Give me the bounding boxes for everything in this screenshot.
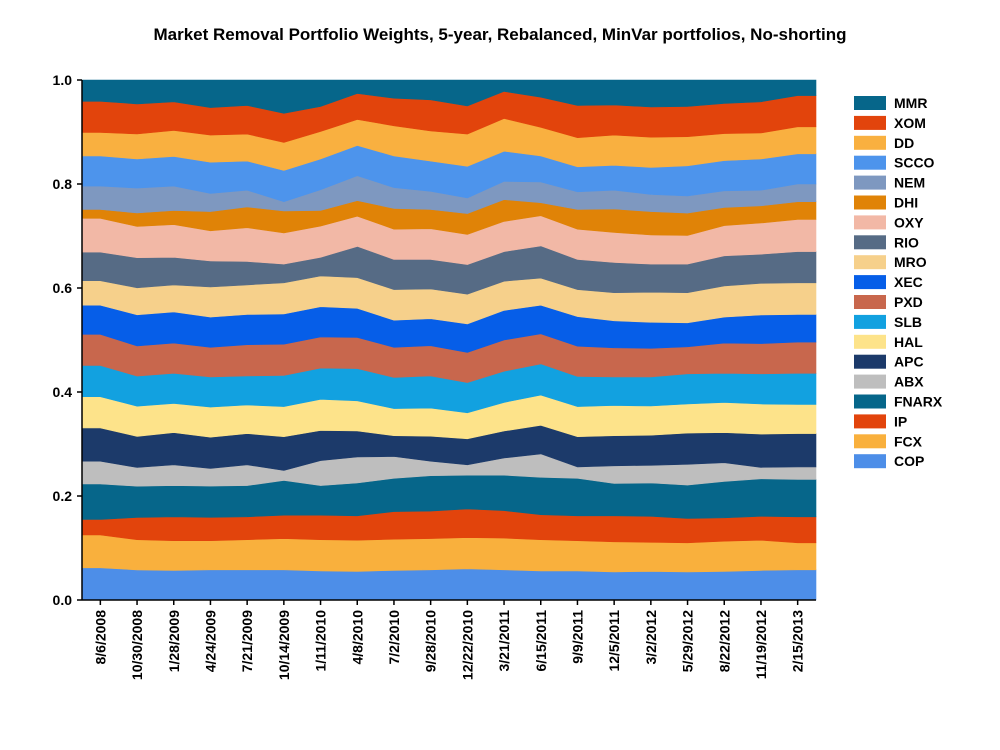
x-tick-label: 9/9/2011	[569, 610, 585, 664]
legend-swatch-oxy	[854, 215, 886, 230]
legend-label-dhi: DHI	[894, 195, 918, 211]
area-mmr	[81, 79, 817, 114]
axes	[77, 79, 816, 605]
legend-swatch-dd	[854, 135, 886, 150]
legend-label-nem: NEM	[894, 175, 925, 191]
legend-label-abx: ABX	[894, 374, 924, 390]
x-tick-label: 5/29/2012	[680, 610, 696, 672]
legend-label-dd: DD	[894, 135, 914, 151]
legend-swatch-slb	[854, 314, 886, 329]
legend-label-xom: XOM	[894, 115, 926, 131]
legend-label-mmr: MMR	[894, 95, 927, 111]
legend-label-hal: HAL	[894, 334, 923, 350]
legend-swatch-ip	[854, 414, 886, 429]
legend-swatch-rio	[854, 235, 886, 250]
legend-label-apc: APC	[894, 354, 924, 370]
legend-swatch-fnarx	[854, 394, 886, 409]
legend-swatch-scco	[854, 155, 886, 170]
x-tick-labels: 8/6/2008 10/30/2008 1/28/2009 4/24/2009 7/21…	[92, 610, 805, 680]
x-tick-label: 1/28/2009	[166, 610, 182, 672]
legend-swatch-nem	[854, 175, 886, 190]
legend-swatch-pxd	[854, 295, 886, 309]
x-tick-label: 1/11/2010	[313, 610, 329, 672]
y-tick-label: 0.2	[53, 488, 73, 504]
y-tick-label: 0.8	[53, 176, 73, 192]
legend-swatch-mro	[854, 255, 886, 270]
x-tick-label: 10/30/2008	[129, 610, 145, 680]
legend-label-fcx: FCX	[894, 433, 923, 449]
chart-title: Market Removal Portfolio Weights, 5-year…	[153, 25, 846, 44]
legend-swatch-xec	[854, 275, 886, 290]
x-tick-label: 4/24/2009	[202, 610, 218, 672]
x-tick-label: 10/14/2009	[276, 610, 292, 680]
y-tick-label: 0.6	[53, 280, 73, 296]
legend-swatch-hal	[854, 334, 886, 349]
legend-label-fnarx: FNARX	[894, 394, 943, 410]
x-tick-label: 2/15/2013	[790, 610, 806, 672]
x-tick-label: 12/22/2010	[459, 610, 475, 680]
y-tick-label: 1.0	[53, 72, 73, 88]
legend-swatch-mmr	[854, 96, 886, 110]
x-tick-label: 8/6/2008	[92, 610, 108, 665]
legend-swatch-xom	[854, 115, 886, 130]
legend-label-mro: MRO	[894, 254, 927, 270]
legend-label-rio: RIO	[894, 234, 919, 250]
legend-label-cop: COP	[894, 453, 924, 469]
legend-label-xec: XEC	[894, 274, 923, 290]
legend-label-oxy: OXY	[894, 214, 924, 230]
legend-swatch-cop	[854, 454, 886, 469]
legend-swatch-abx	[854, 374, 886, 389]
legend-swatch-dhi	[854, 195, 886, 210]
area-cop	[81, 567, 817, 601]
legend-swatch-fcx	[854, 434, 886, 449]
area-layers	[81, 79, 817, 601]
y-tick-labels: 0.0 0.2 0.4 0.6 0.8 1.0	[53, 72, 73, 608]
x-tick-label: 7/21/2009	[239, 610, 255, 672]
legend-swatch-apc	[854, 354, 886, 369]
legend-label-scco: SCCO	[894, 155, 935, 171]
x-tick-label: 3/21/2011	[496, 610, 512, 672]
legend-label-ip: IP	[894, 413, 907, 429]
x-tick-label: 8/22/2012	[716, 610, 732, 672]
y-tick-label: 0.4	[53, 384, 73, 400]
x-tick-label: 6/15/2011	[533, 610, 549, 672]
x-tick-label: 12/5/2011	[606, 610, 622, 672]
x-tick-label: 11/19/2012	[753, 610, 769, 680]
legend-label-pxd: PXD	[894, 294, 923, 310]
x-tick-label: 3/2/2012	[643, 610, 659, 665]
x-tick-label: 4/8/2010	[349, 610, 365, 665]
x-tick-label: 7/2/2010	[386, 610, 402, 665]
legend-label-slb: SLB	[894, 314, 922, 330]
legend: MMR XOM DD SCCO NEM DHI OXY RIO MRO XEC PXD SLB HAL A…	[854, 95, 943, 469]
x-tick-label: 9/28/2010	[423, 610, 439, 672]
y-tick-label: 0.0	[53, 592, 73, 608]
